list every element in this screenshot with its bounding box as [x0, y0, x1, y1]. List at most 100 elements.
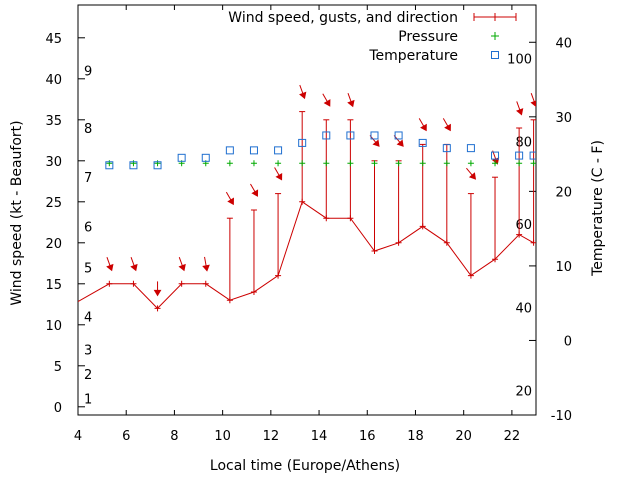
- data-layer: [78, 84, 536, 312]
- wind-speed-point: [178, 280, 185, 287]
- y-left-tick-label: 15: [45, 278, 62, 293]
- wind-direction-arrow: [299, 84, 307, 100]
- x-tick-label: 8: [170, 429, 178, 444]
- x-tick-label: 6: [122, 429, 130, 444]
- y-axis-right-label: Temperature (C - F): [590, 140, 606, 277]
- x-tick-label: 10: [214, 429, 231, 444]
- y-left-tick-label: 45: [45, 32, 62, 47]
- wind-speed-point: [106, 280, 113, 287]
- pressure-point: [467, 160, 474, 167]
- pressure-point: [130, 160, 137, 167]
- wind-direction-arrow: [530, 93, 536, 108]
- wind-speed-point: [202, 280, 209, 287]
- temperature-point: [249, 146, 258, 155]
- beaufort-label: 3: [84, 343, 92, 358]
- wind-direction-arrow: [202, 256, 210, 272]
- wind-speed-point: [516, 231, 523, 238]
- y-left-tick-label: 10: [45, 319, 62, 334]
- wind-direction-arrow: [393, 135, 404, 147]
- wind-direction-arrow: [347, 93, 355, 108]
- x-tick-label: 16: [359, 429, 376, 444]
- y-left-tick-label: 0: [54, 401, 62, 416]
- temperature-point: [466, 144, 475, 153]
- y-right-tick-label: 30: [555, 111, 572, 126]
- fahrenheit-label: 40: [515, 302, 532, 317]
- x-tick-label: 12: [263, 429, 280, 444]
- temperature-point: [370, 131, 379, 140]
- temperature-point: [177, 153, 186, 162]
- fahrenheit-label: 60: [515, 218, 532, 233]
- temperature-point: [105, 161, 114, 170]
- temperature-point: [491, 151, 500, 160]
- pressure-point: [395, 160, 402, 167]
- pressure-point: [226, 160, 233, 167]
- beaufort-label: 7: [84, 171, 92, 186]
- y-left-tick-label: 5: [54, 360, 62, 375]
- pressure-point: [323, 160, 330, 167]
- legend-temperature-marker: [491, 51, 499, 59]
- temperature-point: [274, 146, 283, 155]
- wind-speed-point: [530, 239, 536, 246]
- wind-speed-point: [467, 272, 474, 279]
- y-right-tick-label: 0: [564, 334, 572, 349]
- wind-speed-line: [78, 201, 534, 310]
- pressure-point: [250, 160, 257, 167]
- x-tick-label: 4: [74, 429, 82, 444]
- wind-speed-point: [443, 239, 450, 246]
- wind-direction-arrow: [274, 167, 283, 181]
- wind-direction-arrow: [250, 183, 259, 197]
- legend-pressure-label: Pressure: [398, 29, 458, 45]
- wind-direction-arrow: [130, 257, 138, 272]
- legend-wind-label: Wind speed, gusts, and direction: [228, 10, 458, 26]
- y-axis-left-label: Wind speed (kt - Beaufort): [9, 120, 25, 305]
- temperature-point: [346, 131, 355, 140]
- wind-direction-arrow: [178, 257, 186, 272]
- pressure-point: [419, 160, 426, 167]
- wind-direction-arrow: [322, 93, 331, 107]
- wind-direction-arrow: [153, 281, 162, 297]
- plot-frame: [77, 4, 537, 416]
- beaufort-label: 5: [84, 261, 92, 276]
- y-left-tick-label: 30: [45, 155, 62, 170]
- beaufort-label: 1: [84, 393, 92, 408]
- x-axis-label: Local time (Europe/Athens): [210, 458, 400, 474]
- y-left-tick-label: 40: [45, 73, 62, 88]
- beaufort-label: 6: [84, 220, 92, 235]
- beaufort-label: 4: [84, 311, 92, 326]
- wind-speed-point: [130, 280, 137, 287]
- wind-direction-arrow: [466, 167, 477, 180]
- beaufort-label: 2: [84, 368, 92, 383]
- temperature-point: [153, 161, 162, 170]
- wind-speed-point: [347, 215, 354, 222]
- wind-speed-point: [419, 223, 426, 230]
- temperature-point: [298, 138, 307, 147]
- wind-direction-arrow: [369, 135, 380, 147]
- fahrenheit-label: 100: [507, 53, 532, 68]
- temperature-point: [442, 144, 451, 153]
- beaufort-label: 9: [84, 65, 92, 80]
- temperature-point: [515, 151, 524, 160]
- wind-speed-point: [323, 215, 330, 222]
- wind-speed-point: [250, 289, 257, 295]
- wind-speed-point: [226, 297, 233, 304]
- temperature-point: [394, 131, 403, 140]
- temperature-point: [225, 146, 234, 155]
- wind-direction-arrow: [225, 191, 234, 206]
- y-left-tick-label: 25: [45, 196, 62, 211]
- pressure-point: [154, 160, 161, 167]
- pressure-point: [347, 160, 354, 167]
- temperature-point: [129, 161, 138, 170]
- x-tick-label: 18: [407, 429, 424, 444]
- wind-speed-point: [395, 239, 402, 246]
- wind-direction-arrow: [418, 118, 427, 132]
- pressure-point: [516, 160, 523, 167]
- pressure-point: [106, 160, 113, 167]
- pressure-point: [443, 160, 450, 167]
- wind-direction-arrow: [106, 257, 114, 272]
- y-right-tick-label: 40: [555, 36, 572, 51]
- wind-direction-arrow: [515, 101, 524, 116]
- pressure-point: [299, 160, 306, 167]
- legend-temperature-label: Temperature: [368, 48, 458, 64]
- wind-speed-point: [154, 305, 161, 312]
